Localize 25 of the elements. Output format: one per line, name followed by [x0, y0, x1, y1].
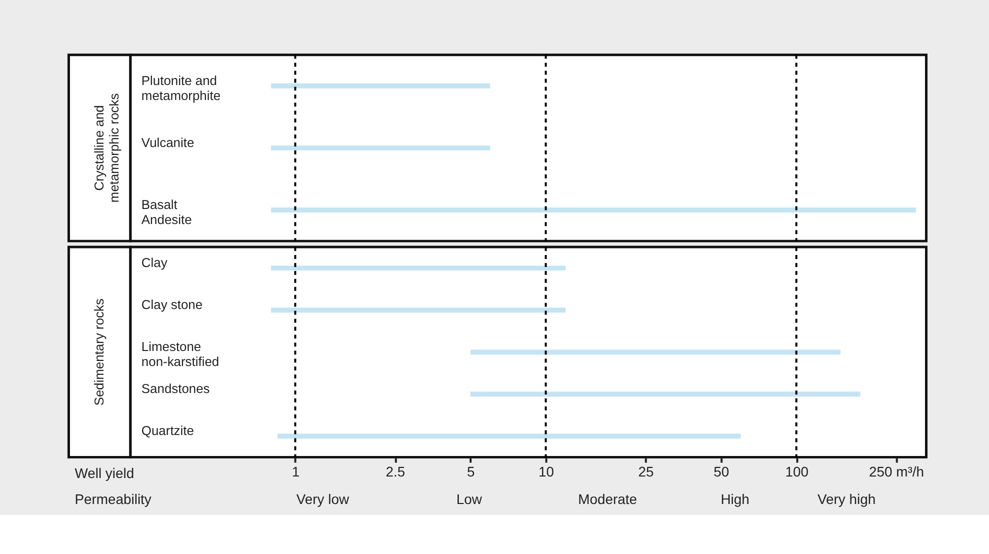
x-tick-label: 10	[538, 464, 554, 480]
y-tick-label: Sandstones	[141, 381, 210, 396]
y-tick-label: Clay	[141, 255, 168, 270]
text: Very low	[296, 491, 350, 508]
x-tick-label: 2.5	[386, 464, 406, 480]
y-tick-label: Basalt Andesite	[141, 197, 192, 227]
y-tick-label: Clay stone	[141, 297, 203, 312]
text: High	[720, 491, 750, 508]
y-tick-label: Plutonite and metamorphite	[141, 72, 221, 103]
text: Moderate	[578, 491, 638, 508]
y-tick-label: Limestone non-karstified	[141, 339, 220, 370]
x-axis-title: Well yield	[74, 465, 134, 482]
x-tick-label: 5	[466, 464, 475, 480]
y-axis-title: Sedimentary rocks	[92, 298, 107, 406]
x-tick-label: 50	[714, 464, 730, 480]
text: Low	[456, 491, 483, 508]
x-tick-label: 1	[292, 464, 300, 480]
x-tick-label: 25	[638, 464, 654, 480]
y-tick-label: Vulcanite	[141, 134, 194, 150]
x-tick-label: 250 m³/h	[869, 464, 924, 480]
text: Very high	[818, 491, 876, 508]
x-tick-label: 100	[785, 464, 809, 480]
y-tick-label: Quartzite	[141, 423, 194, 438]
y-axis-title: Crystalline and metamorphic rocks	[92, 93, 122, 203]
text: Permeability	[74, 491, 152, 508]
